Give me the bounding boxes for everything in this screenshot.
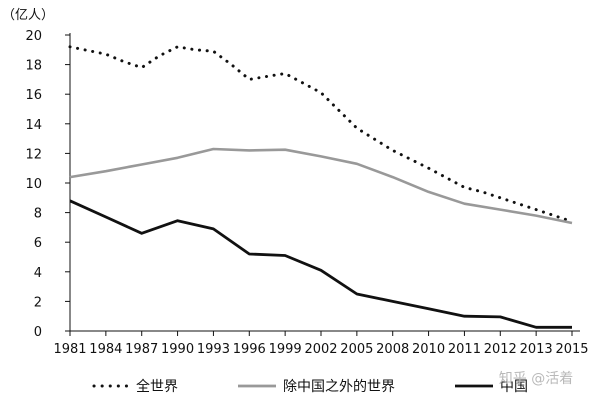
y-tick-label: 18 [25,59,42,74]
y-axis-unit-label: （亿人） [2,8,54,23]
x-tick-label: 2015 [555,342,588,357]
x-tick-label: 1996 [233,342,266,357]
x-tick-label: 2008 [376,342,409,357]
x-tick-label: 1993 [197,342,230,357]
series-layer [68,45,574,329]
y-tick-label: 10 [25,177,42,192]
y-tick-label: 6 [34,236,42,251]
x-tick-label: 2010 [412,342,445,357]
series-line-2 [69,199,572,329]
legend-label-2: 中国 [500,379,528,395]
x-tick-label: 1990 [161,342,194,357]
x-tick-label: 1981 [53,342,86,357]
legend-label-0: 全世界 [136,378,178,395]
y-tick-label: 20 [25,29,42,44]
x-tick-label: 1999 [269,342,302,357]
y-tick-label: 12 [25,147,42,162]
y-tick-label: 0 [34,325,42,340]
x-tick-label: 2012 [484,342,517,357]
x-tick-label: 2002 [304,342,337,357]
x-tick-label: 2005 [340,342,373,357]
y-tick-label: 2 [34,295,42,310]
series-line-0 [68,45,574,223]
y-tick-label: 8 [34,207,42,222]
x-tick-label: 2013 [520,342,553,357]
series-line-1 [69,147,573,225]
y-tick-label: 4 [34,266,42,281]
watermark-text: 知乎 @活着 [499,370,573,387]
x-tick-label: 2011 [448,342,481,357]
legend-label-1: 除中国之外的世界 [283,379,395,395]
legend: 全世界 除中国之外的世界 中国 [92,378,528,395]
x-tick-label: 1987 [125,342,158,357]
x-tick-label: 1984 [89,342,122,357]
y-tick-label: 14 [25,118,42,133]
y-tick-label: 16 [25,88,42,103]
